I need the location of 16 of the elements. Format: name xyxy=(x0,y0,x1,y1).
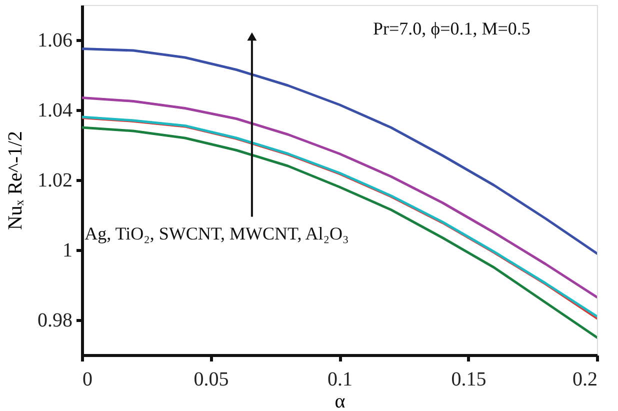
y-axis-title: Nuₓ Re^-1/2 xyxy=(4,130,26,230)
x-tick-label: 0.2 xyxy=(572,368,598,390)
x-tick-label: 0 xyxy=(82,368,92,390)
line-series xyxy=(82,48,597,255)
y-tick-label: 1.06 xyxy=(38,30,72,52)
x-axis-title: α xyxy=(334,390,346,411)
x-tick-label: 0.05 xyxy=(194,368,229,390)
annotation: Ag, TiO₂, SWCNT, MWCNT, Al₂O₃ xyxy=(84,223,349,244)
y-tick-label: 0.98 xyxy=(38,310,72,332)
y-tick-label: 1.02 xyxy=(38,170,72,192)
line-series xyxy=(82,96,597,298)
x-tick-label: 0.1 xyxy=(328,368,352,390)
annotation: Pr=7.0, ϕ=0.1, M=0.5 xyxy=(372,18,530,38)
y-tick-label: 1.04 xyxy=(38,100,72,122)
x-tick-label: 0.15 xyxy=(451,368,486,390)
y-tick-label: 1 xyxy=(62,240,72,262)
